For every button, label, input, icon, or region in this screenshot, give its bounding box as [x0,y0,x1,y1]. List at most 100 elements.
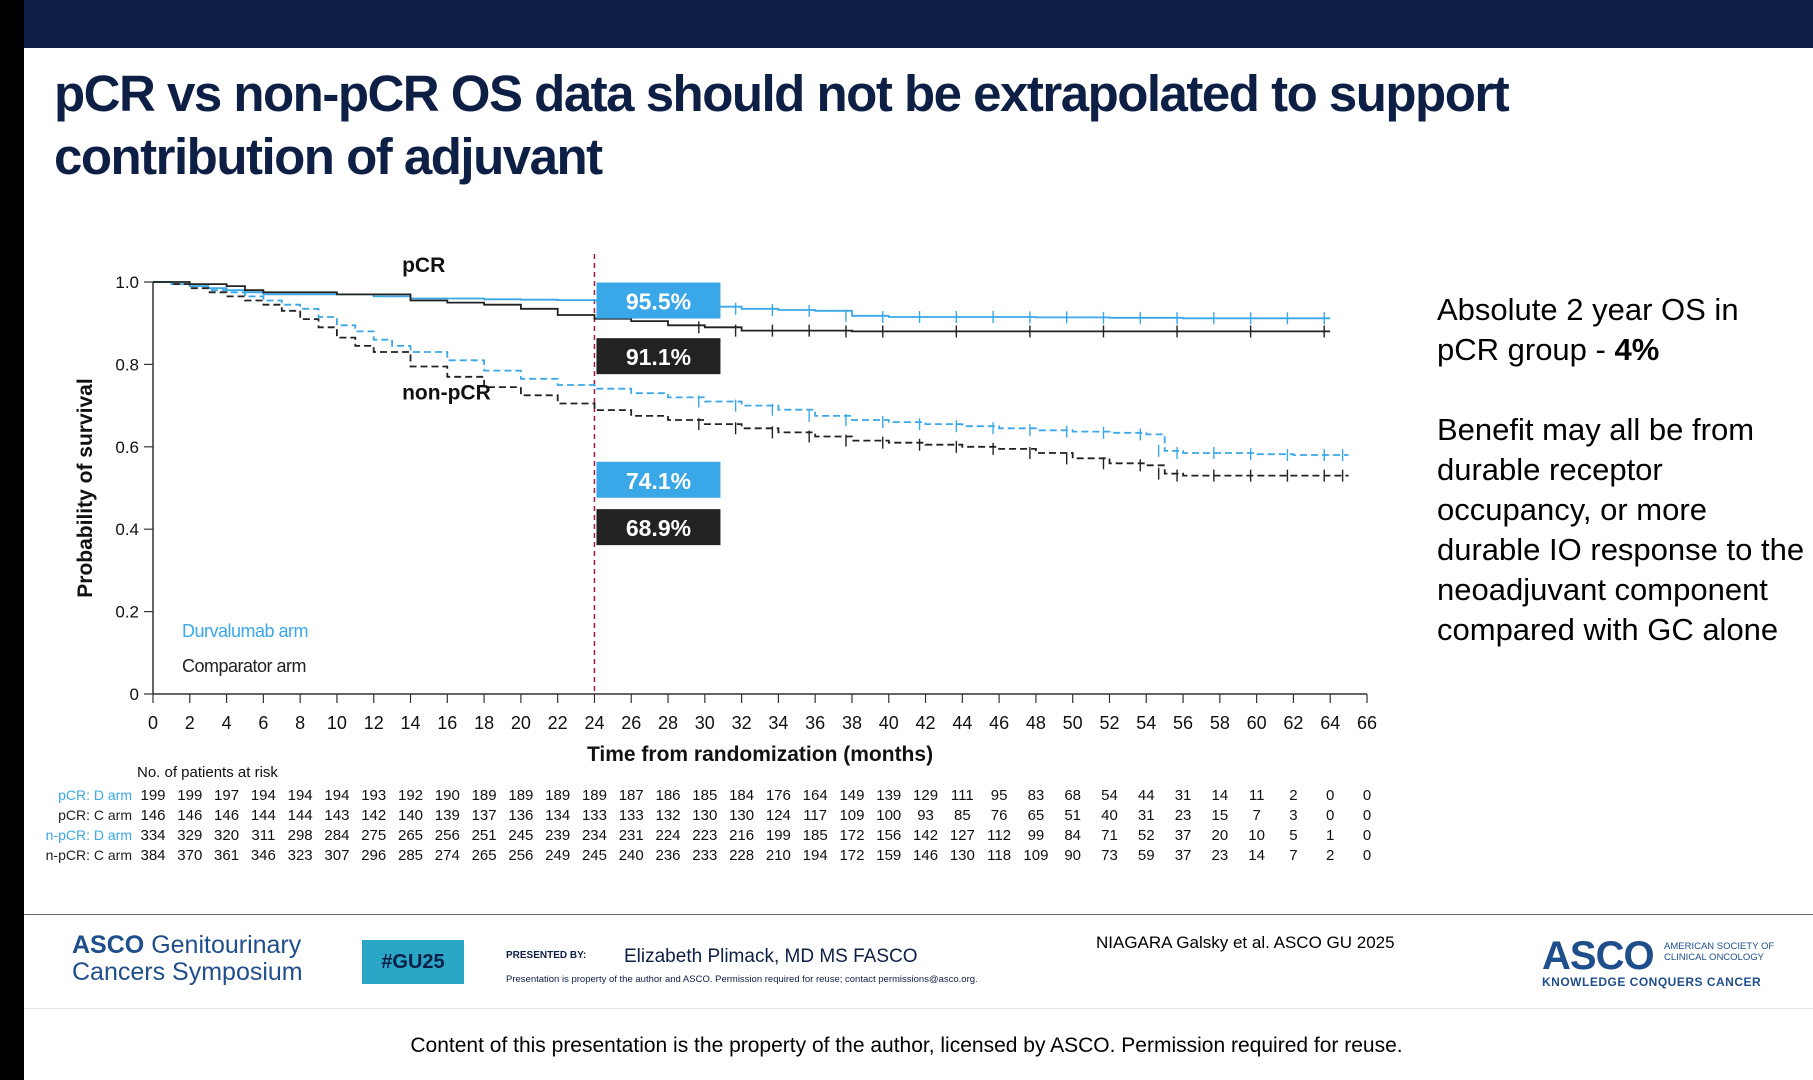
survival-curve-2 [153,281,1331,333]
risk-table-cell: 233 [692,847,717,864]
value-box [596,509,721,546]
risk-table-cell: 100 [876,807,901,824]
x-tick-label: 54 [1136,713,1156,733]
risk-table-cell: 7 [1252,807,1260,824]
risk-table-cell: 239 [545,827,570,844]
x-tick-label: 16 [437,713,457,733]
y-tick-label: 1.0 [115,273,139,292]
risk-table-cell: 31 [1175,787,1192,804]
side-note-1: Absolute 2 year OS in pCR group - 4% [1437,292,1739,367]
asco-tagline: KNOWLEDGE CONQUERS CANCER [1542,975,1762,989]
risk-table-row-label: n-pCR: C arm [46,847,132,863]
risk-table-cell: 256 [508,847,533,864]
risk-table-cell: 199 [177,787,202,804]
risk-table-cell: 172 [839,847,864,864]
x-tick-label: 26 [621,713,641,733]
x-tick-label: 24 [584,713,604,733]
risk-table-cell: 256 [435,827,460,844]
risk-table-cell: 129 [913,787,938,804]
risk-table-cell: 90 [1064,847,1081,864]
y-tick-label: 0.6 [115,438,139,457]
risk-table-cell: 142 [913,827,938,844]
group-label: pCR [402,254,445,277]
x-tick-label: 56 [1173,713,1193,733]
risk-table-cell: 134 [545,807,570,824]
risk-table-cell: 146 [177,807,202,824]
risk-table-cell: 31 [1138,807,1155,824]
risk-table-cell: 109 [839,807,864,824]
risk-table-cell: 84 [1064,827,1081,844]
risk-table-cell: 40 [1101,807,1118,824]
value-box [596,282,721,319]
risk-table-cell: 320 [214,827,239,844]
risk-table-cell: 0 [1363,847,1371,864]
risk-table-cell: 143 [324,807,349,824]
risk-table-cell: 140 [398,807,423,824]
risk-table-cell: 132 [656,807,681,824]
risk-table-cell: 199 [766,827,791,844]
risk-table-cell: 5 [1289,827,1297,844]
risk-table-cell: 240 [619,847,644,864]
risk-table-cell: 117 [803,807,827,824]
risk-table-cell: 85 [954,807,971,824]
risk-table-cell: 311 [251,827,275,844]
risk-table-cell: 156 [876,827,901,844]
risk-table-cell: 11 [1249,787,1265,804]
x-tick-label: 12 [364,713,384,733]
risk-table-cell: 10 [1248,827,1265,844]
risk-table-cell: 130 [692,807,717,824]
risk-table-cell: 14 [1248,847,1265,864]
risk-table-cell: 334 [140,827,165,844]
risk-table-cell: 76 [991,807,1008,824]
risk-table-cell: 7 [1289,847,1297,864]
risk-table-cell: 137 [472,807,497,824]
value-box [596,338,721,375]
risk-table-cell: 23 [1212,847,1229,864]
risk-table-cell: 251 [472,827,497,844]
risk-table-cell: 2 [1289,787,1297,804]
group-label: non-pCR [402,381,491,404]
x-tick-label: 58 [1210,713,1230,733]
risk-table-cell: 52 [1138,827,1155,844]
side-notes: Absolute 2 year OS in pCR group - 4% Ben… [1437,290,1807,690]
risk-table-cell: 265 [472,847,497,864]
risk-table-cell: 194 [251,787,276,804]
risk-table-cell: 130 [950,847,975,864]
risk-table-cell: 3 [1289,807,1297,824]
risk-table-cell: 249 [545,847,570,864]
risk-table-cell: 20 [1212,827,1229,844]
risk-table-cell: 139 [435,807,460,824]
y-tick-label: 0 [130,685,139,704]
value-box-label: 91.1% [626,344,691,370]
x-tick-label: 0 [148,713,158,733]
risk-table-cell: 184 [729,787,754,804]
risk-table-cell: 194 [803,847,828,864]
symposium-logo: ASCO Genitourinary Cancers Symposium [72,931,303,986]
risk-table-cell: 146 [913,847,938,864]
risk-table-cell: 245 [582,847,607,864]
risk-table-cell: 127 [950,827,975,844]
x-tick-label: 50 [1063,713,1083,733]
risk-table-cell: 190 [435,787,460,804]
copyright-notice: Content of this presentation is the prop… [410,1034,1403,1057]
slide-title: pCR vs non-pCR OS data should not be ext… [54,65,1510,185]
risk-table-cell: 193 [361,787,386,804]
risk-table-row-label: pCR: C arm [58,807,132,823]
x-tick-label: 8 [295,713,305,733]
risk-table-cell: 224 [656,827,681,844]
risk-table-cell: 346 [251,847,276,864]
value-box-label: 68.9% [626,515,691,541]
presenter-name: Elizabeth Plimack, MD MS FASCO [624,946,918,967]
y-axis-title: Probability of survival [74,378,97,597]
presented-by-label: PRESENTED BY: [506,950,587,961]
risk-table-cell: 194 [324,787,349,804]
risk-table-cell: 142 [361,807,386,824]
x-tick-label: 52 [1099,713,1119,733]
x-tick-label: 46 [989,713,1009,733]
risk-table-cell: 185 [692,787,717,804]
x-tick-label: 40 [879,713,899,733]
risk-table-cell: 133 [619,807,644,824]
survival-curve-1 [153,281,1331,320]
risk-table-cell: 130 [729,807,754,824]
citation: NIAGARA Galsky et al. ASCO GU 2025 [1096,933,1395,952]
